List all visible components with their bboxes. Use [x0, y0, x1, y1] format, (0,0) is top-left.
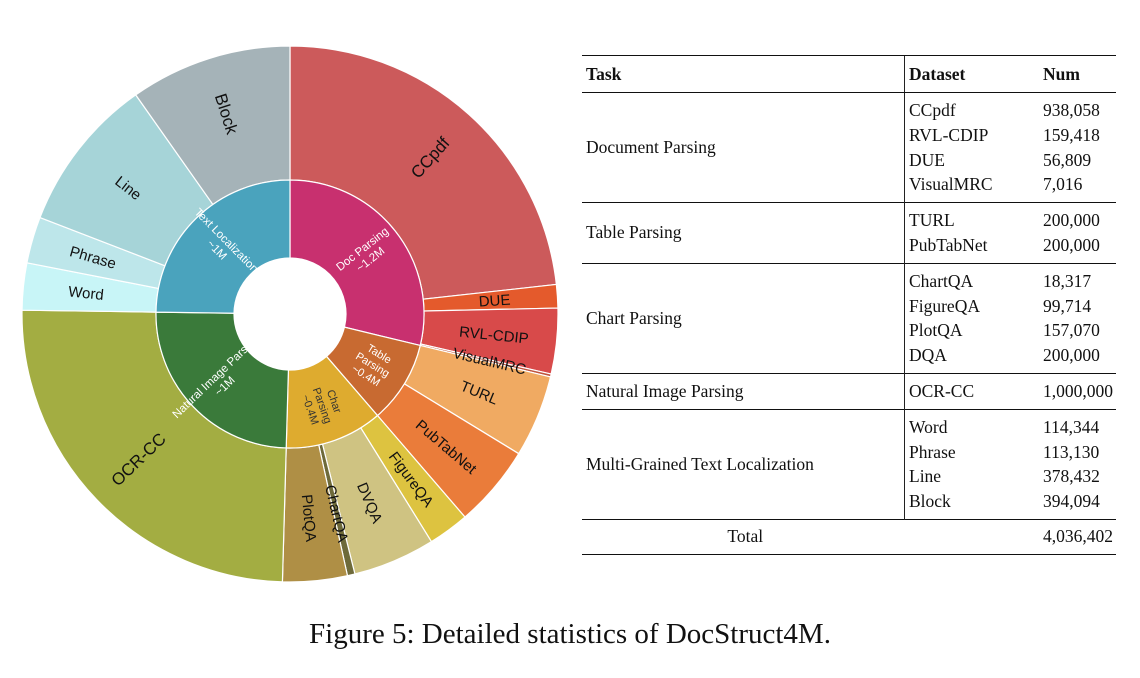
dataset-num: 56,809 [1043, 149, 1092, 170]
num-cell: 200,000 200,000 [1039, 203, 1116, 264]
num-cell: 18,317 99,714 157,070 200,000 [1039, 263, 1116, 373]
center-hole [234, 258, 346, 370]
dataset-num: 200,000 [1043, 234, 1100, 255]
dataset-num: 159,418 [1043, 124, 1100, 145]
dataset-num: 200,000 [1043, 345, 1100, 366]
table-group: Chart Parsing ChartQA FigureQA PlotQA DQA 18,… [582, 263, 1116, 374]
total-label: Total [582, 519, 905, 555]
table-row: Table Parsing TURL PubTabNet 200,000 200,000 [582, 202, 1116, 264]
num-cell: 938,058 159,418 56,809 7,016 [1039, 93, 1116, 203]
num-cell: 114,344 113,130 378,432 394,094 [1039, 409, 1116, 519]
total-spacer [904, 519, 1039, 555]
dataset-name: DQA [909, 345, 947, 366]
dataset-num: 18,317 [1043, 270, 1092, 291]
dataset-cell: CCpdf RVL-CDIP DUE VisualMRC [904, 92, 1039, 203]
table-row: Chart Parsing ChartQA FigureQA PlotQA DQA 18,… [582, 263, 1116, 374]
dataset-name: ChartQA [909, 270, 974, 291]
dataset-name: FigureQA [909, 295, 980, 316]
dataset-num: 378,432 [1043, 466, 1100, 487]
dataset-name: OCR-CC [909, 380, 975, 401]
table-total-row: Total 4,036,402 [582, 519, 1116, 555]
table-row: Multi-Grained Text Localization Word Phras… [582, 409, 1116, 520]
dataset-name: PubTabNet [909, 234, 988, 255]
table-header-row: Task Dataset Num [582, 55, 1116, 93]
sunburst-chart: CCpdfDUERVL-CDIPVisualMRCTURLPubTabNetFi… [21, 45, 559, 583]
dataset-name: TURL [909, 210, 955, 231]
task-cell: Table Parsing [586, 222, 682, 243]
dataset-cell: Word Phrase Line Block [904, 409, 1039, 520]
dataset-num: 113,130 [1043, 441, 1100, 462]
label-plotqa: PlotQA [298, 494, 319, 543]
dataset-num: 200,000 [1043, 210, 1100, 231]
num-cell: 1,000,000 [1039, 373, 1116, 409]
dataset-num: 1,000,000 [1043, 380, 1113, 401]
dataset-name: DUE [909, 149, 945, 170]
header-task: Task [582, 55, 905, 93]
dataset-name: PlotQA [909, 320, 963, 341]
dataset-name: Phrase [909, 441, 956, 462]
table-row: Natural Image Parsing OCR-CC 1,000,000 [582, 373, 1116, 410]
dataset-cell: TURL PubTabNet [904, 202, 1039, 264]
dataset-cell: ChartQA FigureQA PlotQA DQA [904, 263, 1039, 374]
dataset-name: Word [909, 416, 948, 437]
table-group: Table Parsing TURL PubTabNet 200,000 200,000 [582, 202, 1116, 264]
statistics-table: Task Dataset Num Document Parsing CCpdf RV… [582, 55, 1116, 555]
dataset-name: Line [909, 466, 942, 487]
task-cell: Chart Parsing [586, 307, 682, 328]
label-word: Word [67, 283, 104, 304]
dataset-num: 157,070 [1043, 320, 1100, 341]
label-due: DUE [478, 292, 511, 311]
table-group: Natural Image Parsing OCR-CC 1,000,000 [582, 373, 1116, 410]
task-cell: Document Parsing [586, 137, 716, 158]
dataset-num: 7,016 [1043, 174, 1083, 195]
label-chart-parsing: CharParsing~0.4M [298, 382, 346, 430]
table-group: Document Parsing CCpdf RVL-CDIP DUE VisualMR… [582, 92, 1116, 203]
task-cell: Natural Image Parsing [586, 380, 744, 401]
table-group: Multi-Grained Text Localization Word Phras… [582, 409, 1116, 520]
header-num: Num [1039, 55, 1116, 93]
table-row: Document Parsing CCpdf RVL-CDIP DUE VisualMR… [582, 92, 1116, 203]
dataset-name: RVL-CDIP [909, 124, 989, 145]
dataset-name: CCpdf [909, 100, 956, 120]
dataset-num: 99,714 [1043, 295, 1092, 316]
dataset-name: Block [909, 491, 951, 512]
task-cell: Multi-Grained Text Localization [586, 453, 814, 474]
dataset-num: 114,344 [1043, 416, 1100, 437]
dataset-name: VisualMRC [909, 174, 993, 195]
slice-natural-image-parsing [155, 311, 290, 449]
header-dataset: Dataset [904, 55, 1039, 93]
total-value: 4,036,402 [1039, 519, 1116, 555]
dataset-num: 938,058 [1043, 100, 1100, 120]
dataset-num: 394,094 [1043, 491, 1100, 512]
figure-caption: Figure 5: Detailed statistics of DocStru… [309, 618, 831, 650]
dataset-cell: OCR-CC [904, 373, 1039, 410]
